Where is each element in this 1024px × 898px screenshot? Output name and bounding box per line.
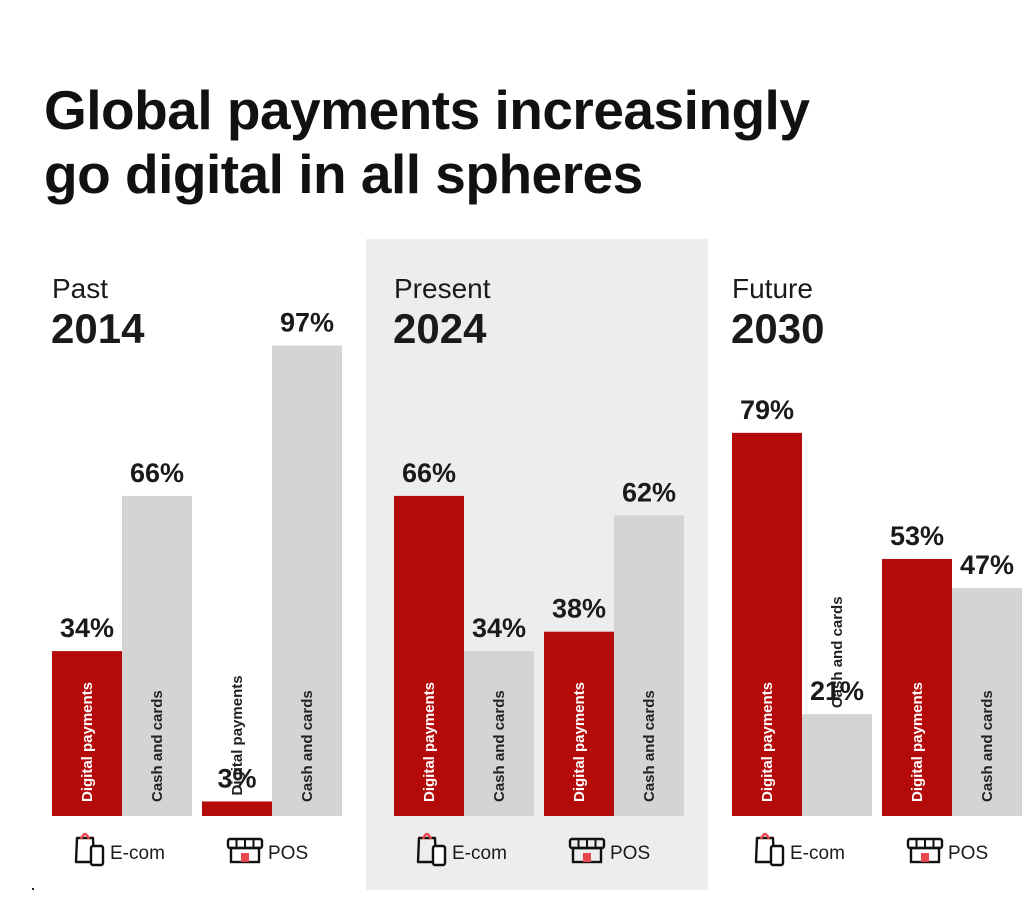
cash-and-cards-label: Cash and cards <box>829 596 846 708</box>
period-year-label: 2030 <box>731 305 824 352</box>
chart-title-line-2: go digital in all spheres <box>44 143 643 205</box>
cash-and-cards-label: Cash and cards <box>299 690 316 802</box>
value-label: 62% <box>622 477 676 507</box>
cash-and-cards-label: Cash and cards <box>979 690 996 802</box>
value-label: 34% <box>472 613 526 643</box>
storefront-icon <box>568 837 606 864</box>
shopping-bag-phone-icon <box>416 832 447 867</box>
group-label: POS <box>268 843 308 864</box>
cash-and-cards-bar <box>614 515 684 816</box>
group-label: E-com <box>790 843 845 864</box>
digital-payments-bar <box>544 631 614 816</box>
value-label: 53% <box>890 521 944 551</box>
bag-handle <box>421 832 433 840</box>
stray-dot <box>32 888 34 890</box>
phone-outline <box>769 844 785 867</box>
bag-handle <box>79 832 91 840</box>
period-year-label: 2014 <box>51 305 145 352</box>
value-label: 66% <box>130 458 184 488</box>
cash-and-cards-bar <box>122 495 192 816</box>
phone-outline <box>89 844 105 867</box>
group-label: E-com <box>110 843 165 864</box>
value-label: 38% <box>552 594 606 624</box>
digital-payments-label: Digital payments <box>229 675 246 795</box>
phone-outline <box>431 844 447 867</box>
store-door <box>241 853 249 862</box>
group-pos: 38% Digital payments 62% Cash and cards POS <box>544 477 684 864</box>
bag-handle <box>759 832 771 840</box>
digital-payments-label: Digital payments <box>79 682 96 802</box>
digital-payments-bar <box>394 495 464 816</box>
group-e-com: 34% Digital payments 66% Cash and cards E-co… <box>52 458 192 867</box>
digital-payments-bar <box>202 801 272 816</box>
value-label: 3% <box>217 763 256 793</box>
chart-title: Global payments increasingly go digital … <box>44 78 984 206</box>
period-name-label: Past <box>52 273 108 304</box>
cash-and-cards-label: Cash and cards <box>149 690 166 802</box>
group-e-com: 79% Digital payments 21%Cash and cards E-co… <box>732 395 872 867</box>
value-label: 21% <box>810 676 864 706</box>
storefront-icon <box>226 837 264 864</box>
digital-payments-label: Digital payments <box>571 682 588 802</box>
period-name-label: Future <box>732 273 813 304</box>
store-door <box>583 853 591 862</box>
group-label: E-com <box>452 843 507 864</box>
cash-and-cards-label: Cash and cards <box>491 690 508 802</box>
shopping-bag-phone-icon <box>74 832 105 867</box>
value-label: 34% <box>60 613 114 643</box>
digital-payments-bar <box>732 432 802 816</box>
value-label: 47% <box>960 550 1014 580</box>
cash-and-cards-bar <box>952 588 1022 816</box>
period-year-label: 2024 <box>393 305 487 352</box>
group-pos: 3%Digital payments 97% Cash and cards POS <box>202 308 342 864</box>
value-label: 79% <box>740 395 794 425</box>
value-label: 66% <box>402 458 456 488</box>
digital-payments-label: Digital payments <box>421 682 438 802</box>
digital-payments-bar <box>882 558 952 816</box>
digital-payments-label: Digital payments <box>909 682 926 802</box>
digital-payments-bar <box>52 651 122 816</box>
digital-payments-label: Digital payments <box>759 682 776 802</box>
cash-and-cards-bar <box>802 714 872 816</box>
value-label: 97% <box>280 308 334 338</box>
storefront-icon <box>906 837 944 864</box>
group-e-com: 66% Digital payments 34% Cash and cards E-co… <box>394 458 534 867</box>
period-name-label: Present <box>394 273 491 304</box>
group-label: POS <box>948 843 988 864</box>
cash-and-cards-bar <box>272 345 342 816</box>
store-door <box>921 853 929 862</box>
shopping-bag-phone-icon <box>754 832 785 867</box>
group-label: POS <box>610 843 650 864</box>
cash-and-cards-bar <box>464 651 534 816</box>
cash-and-cards-label: Cash and cards <box>641 690 658 802</box>
group-pos: 53% Digital payments 47% Cash and cards POS <box>882 521 1022 864</box>
chart-title-line-1: Global payments increasingly <box>44 79 810 141</box>
